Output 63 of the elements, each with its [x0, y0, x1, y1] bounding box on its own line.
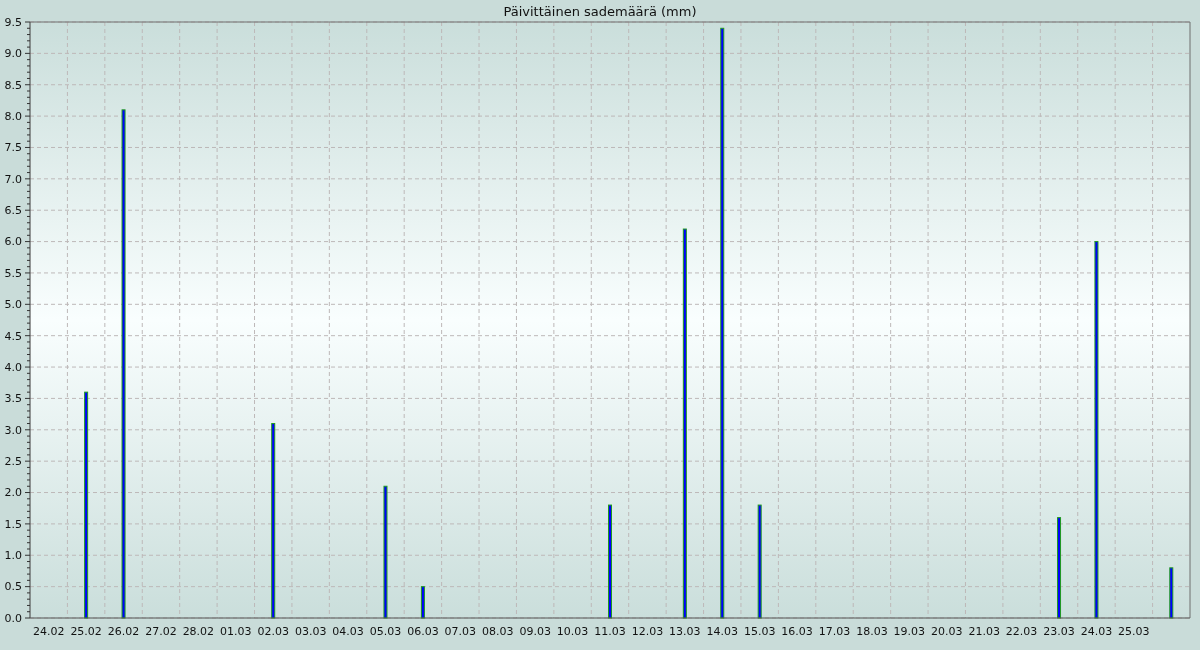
x-tick-label: 11.03: [594, 624, 626, 638]
bar: [1057, 517, 1062, 619]
y-tick-label: 6.5: [4, 204, 22, 218]
x-tick-label: 10.03: [556, 624, 589, 638]
x-tick-label: 23.03: [1043, 624, 1075, 638]
x-tick-label: 06.03: [407, 624, 439, 638]
y-tick-label: 8.0: [4, 109, 22, 123]
y-tick-label: 5.5: [4, 266, 22, 280]
bar: [1094, 241, 1099, 619]
x-tick-label: 12.03: [631, 624, 664, 638]
bar: [121, 109, 126, 619]
y-tick-label: 1.0: [4, 549, 22, 563]
y-tick-label: 7.5: [4, 141, 22, 155]
y-tick-label: 8.5: [4, 78, 22, 92]
x-tick-label: 19.03: [893, 624, 926, 638]
x-tick-label: 14.03: [706, 624, 739, 638]
y-tick-label: 9.0: [4, 47, 22, 61]
x-tick-label: 18.03: [856, 624, 888, 638]
x-tick-label: 09.03: [519, 624, 551, 638]
bar: [720, 27, 725, 619]
y-tick-label: 6.0: [4, 235, 22, 249]
x-tick-label: 17.03: [818, 624, 851, 638]
y-tick-label: 0.5: [4, 580, 22, 594]
y-tick-label: 4.5: [4, 329, 22, 343]
y-tick-label: 2.5: [4, 455, 22, 469]
chart-title: Päivittäinen sademäärä (mm): [503, 3, 697, 19]
bar: [757, 504, 762, 619]
x-tick-label: 24.03: [1080, 624, 1113, 638]
y-tick-label: 0.0: [4, 611, 22, 625]
y-tick-label: 2.0: [4, 486, 22, 500]
bar: [1169, 567, 1174, 619]
bar: [420, 586, 425, 619]
x-tick-label: 05.03: [369, 624, 402, 638]
x-tick-label: 03.03: [294, 624, 327, 638]
y-tick-label: 7.0: [4, 172, 22, 186]
y-tick-label: 4.0: [4, 360, 22, 374]
x-tick-label: 25.03: [1118, 624, 1150, 638]
bar: [84, 391, 89, 619]
x-tick-label: 07.03: [444, 624, 477, 638]
bar: [271, 423, 276, 619]
bar: [383, 485, 388, 619]
x-tick-label: 26.02: [107, 624, 140, 638]
x-tick-label: 01.03: [220, 624, 252, 638]
y-tick-label: 9.5: [4, 15, 22, 29]
x-tick-label: 24.02: [32, 624, 65, 638]
x-tick-label: 15.03: [743, 624, 776, 638]
x-tick-label: 04.03: [332, 624, 364, 638]
bar: [682, 228, 687, 619]
y-tick-label: 3.5: [4, 392, 22, 406]
x-tick-label: 20.03: [931, 624, 963, 638]
x-tick-label: 16.03: [781, 624, 813, 638]
y-tick-label: 3.0: [4, 423, 22, 437]
x-tick-label: 21.03: [968, 624, 1000, 638]
x-tick-label: 27.02: [145, 624, 177, 638]
x-tick-label: 08.03: [481, 624, 514, 638]
y-tick-label: 5.0: [4, 298, 22, 312]
x-tick-label: 28.02: [182, 624, 215, 638]
x-tick-label: 25.02: [70, 624, 102, 638]
bar: [608, 504, 612, 619]
x-tick-label: 13.03: [669, 624, 701, 638]
x-tick-label: 22.03: [1005, 624, 1038, 638]
x-tick-label: 02.03: [257, 624, 289, 638]
y-tick-label: 1.5: [4, 517, 22, 531]
